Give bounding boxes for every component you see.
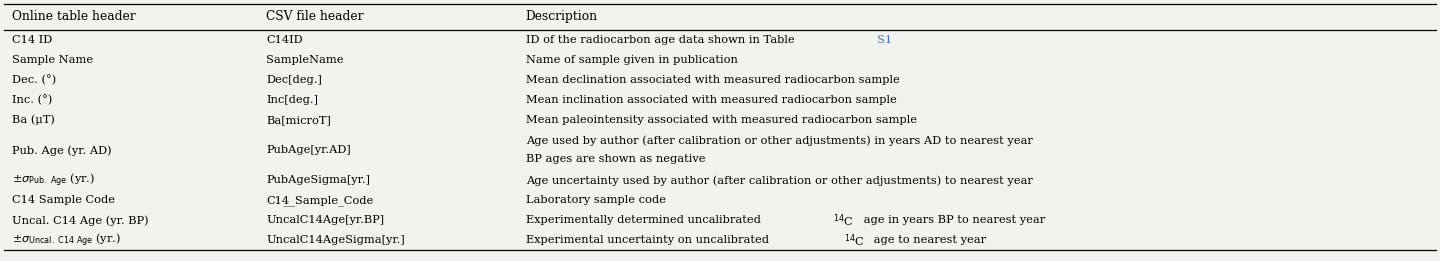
Text: C14 Sample Code: C14 Sample Code bbox=[12, 195, 115, 205]
Text: UncalC14AgeSigma[yr.]: UncalC14AgeSigma[yr.] bbox=[266, 235, 405, 245]
Text: age in years BP to nearest year: age in years BP to nearest year bbox=[860, 215, 1045, 226]
Text: Age used by author (after calibration or other adjustments) in years AD to neare: Age used by author (after calibration or… bbox=[526, 136, 1032, 146]
Text: age to nearest year: age to nearest year bbox=[870, 235, 986, 245]
Text: Dec. (°): Dec. (°) bbox=[12, 75, 56, 85]
Text: SampleName: SampleName bbox=[266, 55, 344, 65]
Text: $\pm\sigma_{\mathrm{Pub.\ Age}}$ (yr.): $\pm\sigma_{\mathrm{Pub.\ Age}}$ (yr.) bbox=[12, 172, 95, 189]
Text: CSV file header: CSV file header bbox=[266, 10, 364, 23]
Text: PubAge[yr.AD]: PubAge[yr.AD] bbox=[266, 145, 351, 155]
Text: PubAgeSigma[yr.]: PubAgeSigma[yr.] bbox=[266, 175, 370, 185]
Text: Inc. (°): Inc. (°) bbox=[12, 95, 52, 105]
Text: Laboratory sample code: Laboratory sample code bbox=[526, 195, 665, 205]
Text: $^{14}$C: $^{14}$C bbox=[834, 212, 854, 229]
Text: Ba[microT]: Ba[microT] bbox=[266, 115, 331, 125]
Text: Uncal. C14 Age (yr. BP): Uncal. C14 Age (yr. BP) bbox=[12, 215, 148, 226]
Text: S1: S1 bbox=[877, 35, 891, 45]
Text: C14 ID: C14 ID bbox=[12, 35, 52, 45]
Text: ID of the radiocarbon age data shown in Table: ID of the radiocarbon age data shown in … bbox=[526, 35, 798, 45]
Text: Mean inclination associated with measured radiocarbon sample: Mean inclination associated with measure… bbox=[526, 95, 896, 105]
Text: $\pm\sigma_{\mathrm{Uncal.\ C14\ Age}}$ (yr.): $\pm\sigma_{\mathrm{Uncal.\ C14\ Age}}$ … bbox=[12, 232, 121, 249]
Text: Inc[deg.]: Inc[deg.] bbox=[266, 95, 318, 105]
Text: Mean paleointensity associated with measured radiocarbon sample: Mean paleointensity associated with meas… bbox=[526, 115, 917, 125]
Text: C14ID: C14ID bbox=[266, 35, 302, 45]
Text: Online table header: Online table header bbox=[12, 10, 135, 23]
Text: Sample Name: Sample Name bbox=[12, 55, 92, 65]
Text: Mean declination associated with measured radiocarbon sample: Mean declination associated with measure… bbox=[526, 75, 900, 85]
Text: Ba (μT): Ba (μT) bbox=[12, 115, 55, 126]
Text: Pub. Age (yr. AD): Pub. Age (yr. AD) bbox=[12, 145, 111, 156]
Text: $^{14}$C: $^{14}$C bbox=[844, 232, 864, 249]
Text: BP ages are shown as negative: BP ages are shown as negative bbox=[526, 155, 706, 164]
Text: Experimentally determined uncalibrated: Experimentally determined uncalibrated bbox=[526, 215, 765, 226]
Text: UncalC14Age[yr.BP]: UncalC14Age[yr.BP] bbox=[266, 215, 384, 226]
Text: Age uncertainty used by author (after calibration or other adjustments) to neare: Age uncertainty used by author (after ca… bbox=[526, 175, 1032, 186]
Text: Dec[deg.]: Dec[deg.] bbox=[266, 75, 323, 85]
Text: C14̲̲_Sample_Code: C14̲̲_Sample_Code bbox=[266, 195, 373, 206]
Text: Experimental uncertainty on uncalibrated: Experimental uncertainty on uncalibrated bbox=[526, 235, 772, 245]
Text: Name of sample given in publication: Name of sample given in publication bbox=[526, 55, 737, 65]
Text: Description: Description bbox=[526, 10, 598, 23]
